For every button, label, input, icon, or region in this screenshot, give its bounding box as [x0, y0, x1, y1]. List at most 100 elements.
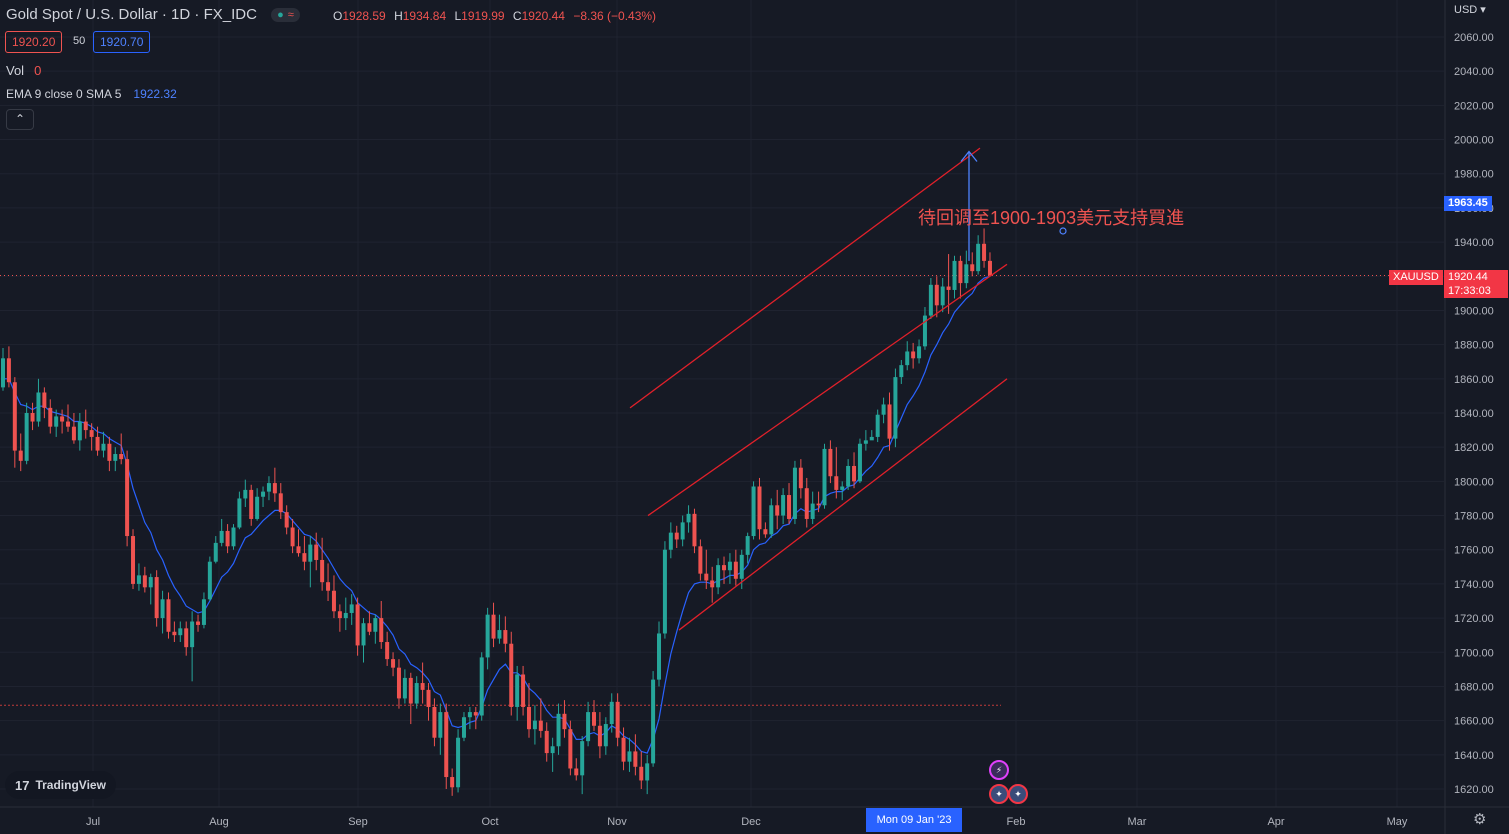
candle-body [196, 621, 201, 625]
candle [609, 693, 614, 733]
candle-body [402, 677, 407, 699]
candle-body [680, 522, 685, 540]
candle [804, 477, 809, 528]
last-price-label: 1920.44 17:33:03 [1444, 270, 1508, 298]
candle [30, 402, 35, 431]
candle [278, 483, 283, 519]
flag-icon[interactable]: ⚡ [989, 760, 1009, 780]
price-tick-label: 1640.00 [1454, 750, 1494, 762]
candle [586, 701, 591, 747]
gear-icon[interactable]: ⚙ [1473, 811, 1487, 828]
candle-body [343, 612, 348, 619]
candle [184, 621, 189, 656]
symbol-title[interactable]: Gold Spot / U.S. Dollar · 1D · FX_IDC ● ≈ [6, 6, 300, 23]
collapse-legend-button[interactable]: ⌃ [6, 109, 34, 130]
candle-body [95, 436, 100, 451]
trend-channel-line [678, 378, 1008, 631]
price-tick-label: 2020.00 [1454, 100, 1494, 112]
candle-body [964, 264, 969, 284]
candle-body [456, 737, 461, 788]
candle-body [473, 712, 478, 716]
candle-body [83, 421, 88, 431]
candle-body [142, 575, 147, 588]
candle [266, 476, 271, 501]
candle [810, 491, 815, 525]
candle [355, 597, 360, 656]
sell-price-button[interactable]: 1920.20 [5, 31, 63, 53]
candle [414, 676, 419, 709]
price-tick-label: 1860.00 [1454, 374, 1494, 386]
candle-body [751, 486, 756, 537]
candle [769, 498, 774, 538]
tradingview-logo[interactable]: 17 TradingView [5, 771, 116, 799]
candle-body [757, 486, 762, 530]
candle-body [396, 667, 401, 699]
candle [639, 751, 644, 789]
buy-price-button[interactable]: 1920.70 [93, 31, 151, 53]
candle-body [349, 604, 354, 613]
candle-body [408, 677, 413, 704]
candle [680, 515, 685, 547]
candle [668, 522, 673, 559]
candle [95, 426, 100, 456]
candle [917, 339, 922, 364]
bar-countdown: 17:33:03 [1448, 285, 1491, 297]
candle [148, 573, 153, 605]
candle-body [326, 582, 331, 591]
candle [934, 276, 939, 318]
time-tick-label: Oct [481, 816, 498, 828]
chart-annotation[interactable]: 待回调至1900-1903美元支持買進 [918, 208, 1185, 228]
candle-body [184, 628, 189, 648]
candle [408, 672, 413, 725]
tradingview-logo-text: TradingView [35, 778, 106, 792]
currency-selector[interactable]: USD ▾ [1454, 4, 1486, 16]
candle-body [733, 561, 738, 579]
candle-body [491, 614, 496, 639]
candle-body [367, 623, 372, 632]
candle [521, 665, 526, 716]
candle [987, 252, 992, 277]
time-tick-label: Mar [1128, 816, 1147, 828]
candle [716, 558, 721, 595]
candle [840, 481, 845, 501]
candle-body [243, 489, 248, 499]
candle [231, 524, 236, 550]
candle [201, 592, 206, 629]
us-event-flag-icon-2[interactable]: ✦ [1008, 784, 1028, 804]
candle-body [290, 527, 295, 547]
candle-body [414, 683, 419, 704]
candle-body [266, 483, 271, 492]
candle-body [556, 713, 561, 747]
time-tick-label: Dec [741, 816, 761, 828]
volume-legend[interactable]: Vol 0 [6, 63, 41, 78]
candle [456, 729, 461, 793]
candle [869, 430, 874, 441]
candle-body [769, 505, 774, 535]
low-value: 1919.99 [461, 9, 505, 23]
candle [603, 717, 608, 755]
candle-body [550, 746, 555, 754]
candle [461, 712, 466, 742]
last-price-value: 1920.44 [1448, 271, 1488, 283]
us-event-flag-icon[interactable]: ✦ [989, 784, 1009, 804]
candle-body [438, 712, 443, 738]
candle [692, 508, 697, 554]
candle-body [361, 623, 366, 646]
trend-channel-line [629, 147, 981, 409]
price-tick-label: 1780.00 [1454, 511, 1494, 523]
candle [237, 491, 242, 530]
candle [857, 438, 862, 484]
candle-body [450, 777, 455, 788]
candle [213, 536, 218, 564]
market-status[interactable]: ● ≈ [271, 8, 300, 23]
candle-body [355, 604, 360, 646]
candle [107, 436, 112, 472]
candle-body [917, 346, 922, 359]
candle [881, 397, 886, 424]
ema-legend[interactable]: EMA 9 close 0 SMA 5 1922.32 [6, 87, 177, 101]
volume-label: Vol [6, 63, 25, 78]
candle-body [172, 631, 177, 636]
candle [621, 727, 626, 771]
candle-body [568, 729, 573, 769]
